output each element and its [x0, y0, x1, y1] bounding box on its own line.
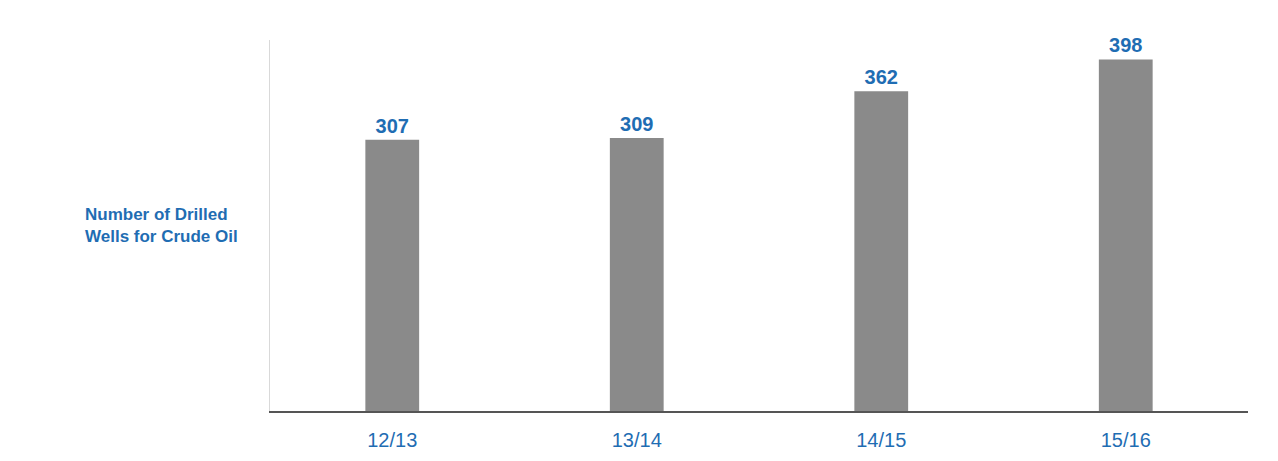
svg-text:12/13: 12/13 — [367, 429, 417, 451]
svg-text:13/14: 13/14 — [612, 429, 662, 451]
svg-text:307: 307 — [376, 115, 409, 137]
svg-text:398: 398 — [1109, 34, 1142, 56]
svg-text:Number of DrilledWells for Cru: Number of DrilledWells for Crude Oil — [85, 205, 238, 246]
svg-text:362: 362 — [865, 66, 898, 88]
svg-text:14/15: 14/15 — [856, 429, 906, 451]
svg-text:309: 309 — [620, 113, 653, 135]
svg-text:15/16: 15/16 — [1101, 429, 1151, 451]
